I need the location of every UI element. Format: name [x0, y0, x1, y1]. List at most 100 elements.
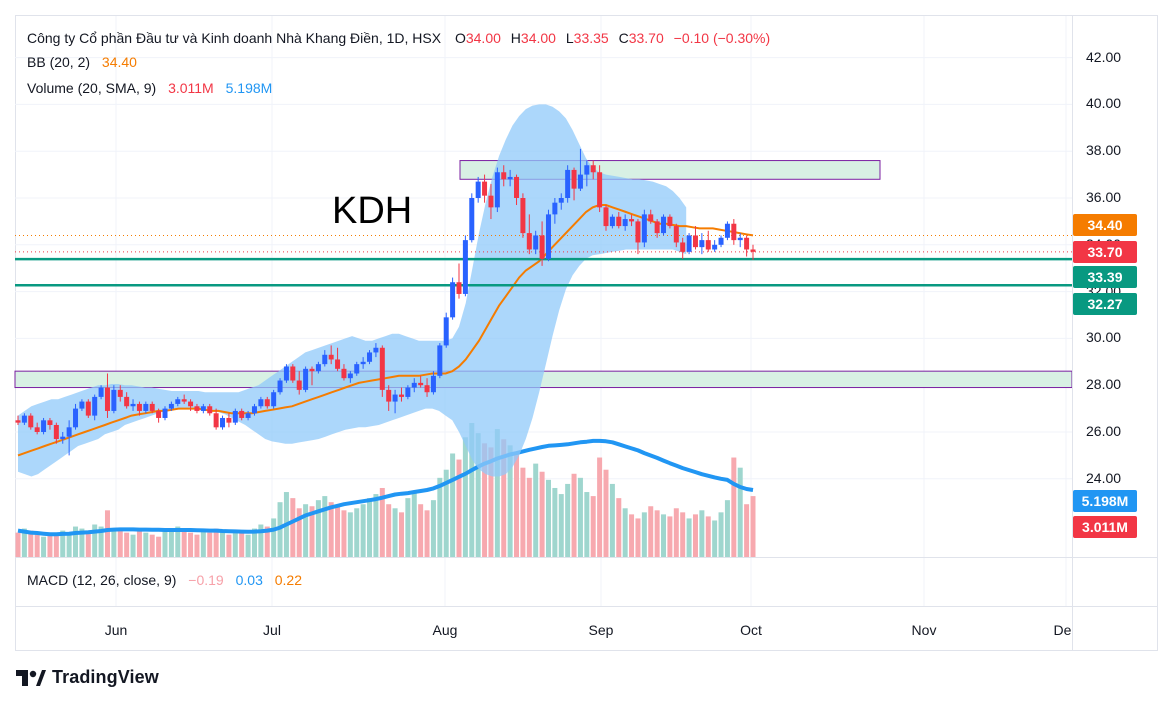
candle-body — [565, 169, 571, 198]
volume-legend[interactable]: Volume (20, SMA, 9) 3.011M 5.198M — [27, 80, 272, 96]
volume-bar — [60, 530, 66, 557]
macd-hist-value: −0.19 — [188, 572, 224, 588]
volume-bar — [577, 477, 583, 557]
price-axis-label: 24.00 — [1086, 469, 1122, 486]
macd-line-value: 0.03 — [235, 572, 263, 588]
candle-body — [66, 427, 72, 437]
volume-bar — [514, 453, 520, 557]
volume-bar — [162, 530, 168, 557]
tradingview-logo[interactable]: TradingView — [16, 667, 159, 688]
volume-bar — [686, 518, 692, 557]
volume-bar — [379, 487, 385, 557]
volume-bar — [622, 508, 628, 557]
volume-bar — [469, 423, 475, 557]
volume-bar — [28, 530, 34, 557]
bb-value: 34.40 — [101, 54, 137, 70]
change-value: −0.10 (−0.30%) — [673, 30, 771, 46]
macd-legend[interactable]: MACD (12, 26, close, 9) −0.19 0.03 0.22 — [27, 572, 302, 588]
candle-body — [47, 420, 53, 425]
volume-bar — [609, 483, 615, 557]
candle-body — [577, 174, 583, 189]
candle-body — [367, 352, 373, 362]
volume-bar — [705, 516, 711, 557]
candle-body — [635, 221, 641, 243]
tradingview-logo-icon — [16, 669, 46, 686]
volume-bar — [111, 528, 117, 557]
candle-body — [296, 380, 302, 390]
volume-bar — [188, 532, 194, 557]
volume-bar — [79, 528, 85, 557]
bb-label: BB (20, 2) — [27, 54, 91, 70]
candle-body — [673, 226, 679, 243]
volume-bar — [635, 518, 641, 557]
candle-body — [53, 424, 59, 440]
candle-body — [149, 403, 155, 411]
volume-bar — [360, 504, 366, 557]
volume-bar — [545, 479, 551, 557]
volume-bar — [347, 512, 353, 557]
time-axis-label: Sep — [588, 622, 614, 638]
close-value: 33.70 — [628, 30, 664, 46]
candle-body — [424, 385, 430, 393]
candle-body — [718, 237, 724, 245]
volume-bar — [200, 530, 206, 557]
candle-body — [341, 368, 347, 379]
candle-body — [226, 417, 232, 423]
volume-bar — [520, 467, 526, 557]
volume-bar — [597, 457, 603, 557]
volume-bar — [411, 492, 417, 557]
candle-body — [731, 223, 737, 241]
volume-bar — [590, 496, 596, 557]
candle-body — [680, 242, 686, 252]
volume-bar — [130, 534, 136, 557]
open-value: 34.00 — [465, 30, 501, 46]
candle-body — [21, 415, 27, 423]
candle-body — [335, 359, 341, 369]
volume-bar — [168, 528, 174, 557]
volume-sma-tag: 5.198M — [1073, 490, 1137, 512]
volume-bar — [53, 534, 59, 557]
volume-bar — [341, 510, 347, 557]
candle-body — [392, 394, 398, 402]
candle-body — [373, 347, 379, 353]
candle-body — [405, 387, 411, 397]
volume-bar — [290, 498, 296, 557]
candle-body — [648, 214, 654, 222]
price-axis-label: 36.00 — [1086, 189, 1122, 205]
volume-bar — [654, 510, 660, 557]
candle-body — [641, 214, 647, 243]
time-axis-label: Oct — [740, 622, 762, 638]
volume-bar — [475, 433, 481, 557]
volume-tag: 3.011M — [1073, 516, 1137, 538]
candle-body — [590, 165, 596, 173]
candle-body — [571, 169, 577, 189]
candle-body — [616, 216, 622, 227]
volume-bar — [386, 504, 392, 557]
candle-body — [398, 394, 404, 397]
volume-label: Volume (20, SMA, 9) — [27, 80, 157, 96]
candle-body — [277, 380, 283, 393]
volume-bar — [680, 512, 686, 557]
candle-body — [328, 354, 334, 360]
volume-bar — [245, 534, 251, 557]
volume-bar — [117, 530, 123, 557]
bb-legend[interactable]: BB (20, 2) 34.40 — [27, 54, 137, 70]
volume-bar — [507, 445, 513, 557]
volume-bar — [335, 506, 341, 557]
volume-bar — [85, 530, 91, 557]
ticker-annotation[interactable]: KDH — [332, 190, 413, 232]
candle-body — [104, 387, 110, 411]
volume-bar — [456, 459, 462, 557]
candle-body — [143, 403, 149, 411]
volume-bar — [328, 502, 334, 557]
macd-signal-value: 0.22 — [274, 572, 302, 588]
volume-bar — [15, 532, 21, 557]
candle-body — [28, 415, 34, 428]
candle-body — [181, 399, 187, 402]
candle-body — [507, 176, 513, 180]
volume-bar — [354, 508, 360, 557]
volume-bar — [699, 510, 705, 557]
volume-sma-line — [17, 438, 754, 537]
symbol-line: Công ty Cổ phần Đầu tư và Kinh doanh Nhà… — [27, 30, 442, 46]
